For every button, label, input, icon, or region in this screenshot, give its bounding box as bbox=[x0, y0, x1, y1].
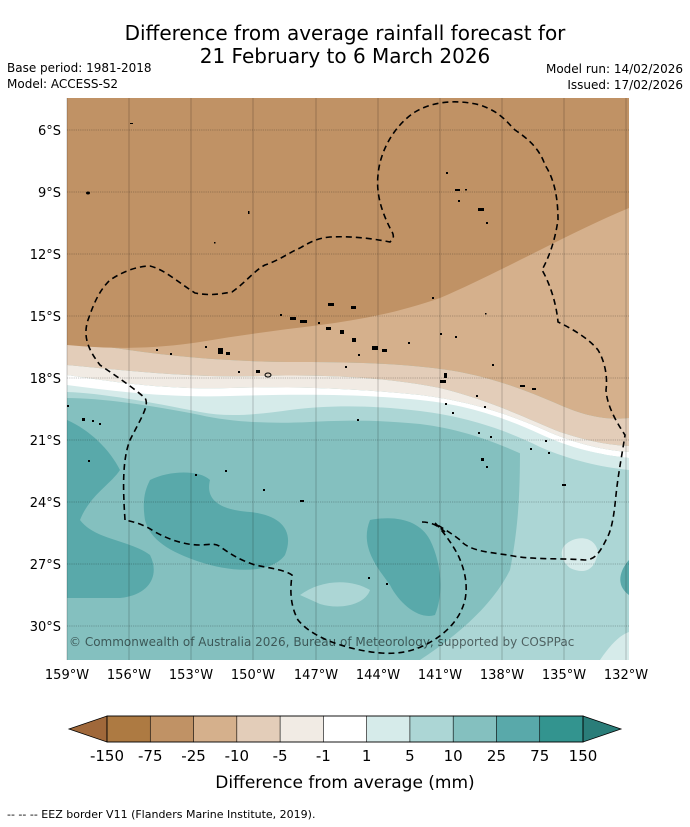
lon-label: 138°W bbox=[480, 668, 524, 683]
lat-label: 24°S bbox=[30, 496, 61, 511]
colorbar-label: Difference from average (mm) bbox=[215, 773, 475, 793]
colorbar-tick-label: 5 bbox=[405, 747, 415, 765]
colorbar-over-arrow bbox=[582, 715, 623, 743]
title-line-1: Difference from average rainfall forecas… bbox=[124, 21, 566, 45]
map-title: Difference from average rainfall forecas… bbox=[0, 22, 690, 68]
lon-labels: 159°W 156°W 153°W 150°W 147°W 144°W 141°… bbox=[45, 668, 648, 683]
lat-labels: 6°S 9°S 12°S 15°S 18°S 21°S 24°S 27°S 30… bbox=[30, 124, 61, 635]
colorbar-cells bbox=[106, 715, 584, 743]
colorbar-under-arrow bbox=[67, 715, 108, 743]
model-run: Model run: 14/02/2026 bbox=[545, 62, 683, 76]
field-5-10-patch bbox=[300, 582, 370, 607]
colorbar-cell bbox=[193, 715, 238, 743]
colorbar: -150 -75 -25 -10 -5 -1 1 5 10 25 75 150 bbox=[67, 715, 623, 765]
eez-borders bbox=[85, 101, 626, 655]
colorbar-tick-label: 1 bbox=[362, 747, 372, 765]
lon-label: 132°W bbox=[604, 668, 648, 683]
colorbar-tick-labels: -150 -75 -25 -10 -5 -1 1 5 10 25 75 150 bbox=[90, 747, 597, 765]
colorbar-cell bbox=[279, 715, 324, 743]
colorbar-tick-label: -5 bbox=[273, 747, 288, 765]
colorbar-cell bbox=[409, 715, 454, 743]
colorbar-cell bbox=[236, 715, 281, 743]
meta-left: Base period: 1981-2018 Model: ACCESS-S2 bbox=[7, 60, 152, 92]
colorbar-cell bbox=[106, 715, 151, 743]
lon-label: 147°W bbox=[294, 668, 338, 683]
colorbar-tick-label: 25 bbox=[487, 747, 506, 765]
issued-date: Issued: 17/02/2026 bbox=[567, 78, 683, 92]
field-5-10-patch2 bbox=[465, 636, 520, 660]
lon-label: 144°W bbox=[356, 668, 400, 683]
colorbar-tick-label: 10 bbox=[444, 747, 463, 765]
lat-label: 21°S bbox=[30, 434, 61, 449]
lon-label: 135°W bbox=[542, 668, 586, 683]
map-field bbox=[67, 98, 629, 660]
field-minus25-minus75 bbox=[67, 98, 629, 348]
lon-label: 159°W bbox=[45, 668, 89, 683]
field-25-75-west bbox=[67, 420, 154, 598]
lon-label: 150°W bbox=[231, 668, 275, 683]
lon-label: 141°W bbox=[418, 668, 462, 683]
field-neutral-band bbox=[67, 375, 629, 458]
meta-right: Model run: 14/02/2026 Issued: 17/02/2026 bbox=[546, 61, 683, 93]
lat-label: 12°S bbox=[30, 248, 61, 263]
colorbar-cell bbox=[452, 715, 498, 743]
field-1-5-patch2 bbox=[561, 538, 598, 572]
lon-gridlines bbox=[66, 98, 627, 660]
field-minus5-minus10 bbox=[67, 340, 629, 446]
base-period: Base period: 1981-2018 bbox=[7, 61, 152, 75]
colorbar-cell bbox=[366, 715, 411, 743]
colorbar-tick-label: -25 bbox=[181, 747, 206, 765]
colorbar-tick-label: 75 bbox=[530, 747, 549, 765]
title-line-2: 21 February to 6 March 2026 bbox=[199, 44, 491, 68]
lat-label: 30°S bbox=[30, 620, 61, 635]
colorbar-frame bbox=[106, 715, 584, 743]
field-1-5-band bbox=[67, 378, 629, 470]
copyright-notice: © Commonwealth of Australia 2026, Bureau… bbox=[69, 635, 574, 649]
lat-label: 9°S bbox=[38, 186, 61, 201]
field-25-75-center bbox=[143, 472, 289, 570]
colorbar-tick-label: -1 bbox=[316, 747, 331, 765]
islands bbox=[67, 123, 566, 585]
eez-legend-note: -- -- -- EEZ border V11 (Flanders Marine… bbox=[7, 808, 316, 821]
field-25-75-edge bbox=[620, 560, 629, 595]
field-1-5-patch bbox=[600, 632, 629, 660]
lat-label: 15°S bbox=[30, 310, 61, 325]
colorbar-cell bbox=[539, 715, 584, 743]
colorbar-tick-label: -75 bbox=[138, 747, 163, 765]
colorbar-cell bbox=[323, 715, 368, 743]
model-name: Model: ACCESS-S2 bbox=[7, 77, 119, 91]
lat-label: 6°S bbox=[38, 124, 61, 139]
lon-label: 153°W bbox=[169, 668, 213, 683]
field-5-10 bbox=[420, 440, 629, 660]
colorbar-cell bbox=[496, 715, 541, 743]
lat-label: 27°S bbox=[30, 558, 61, 573]
lon-label: 156°W bbox=[107, 668, 151, 683]
colorbar-tick-label: 150 bbox=[569, 747, 598, 765]
colorbar-tick-label: -150 bbox=[90, 747, 124, 765]
lat-label: 18°S bbox=[30, 372, 61, 387]
colorbar-tick-label: -10 bbox=[225, 747, 250, 765]
field-25-75-east bbox=[366, 518, 441, 616]
field-minus1-minus5 bbox=[67, 365, 629, 452]
colorbar-cell bbox=[149, 715, 195, 743]
